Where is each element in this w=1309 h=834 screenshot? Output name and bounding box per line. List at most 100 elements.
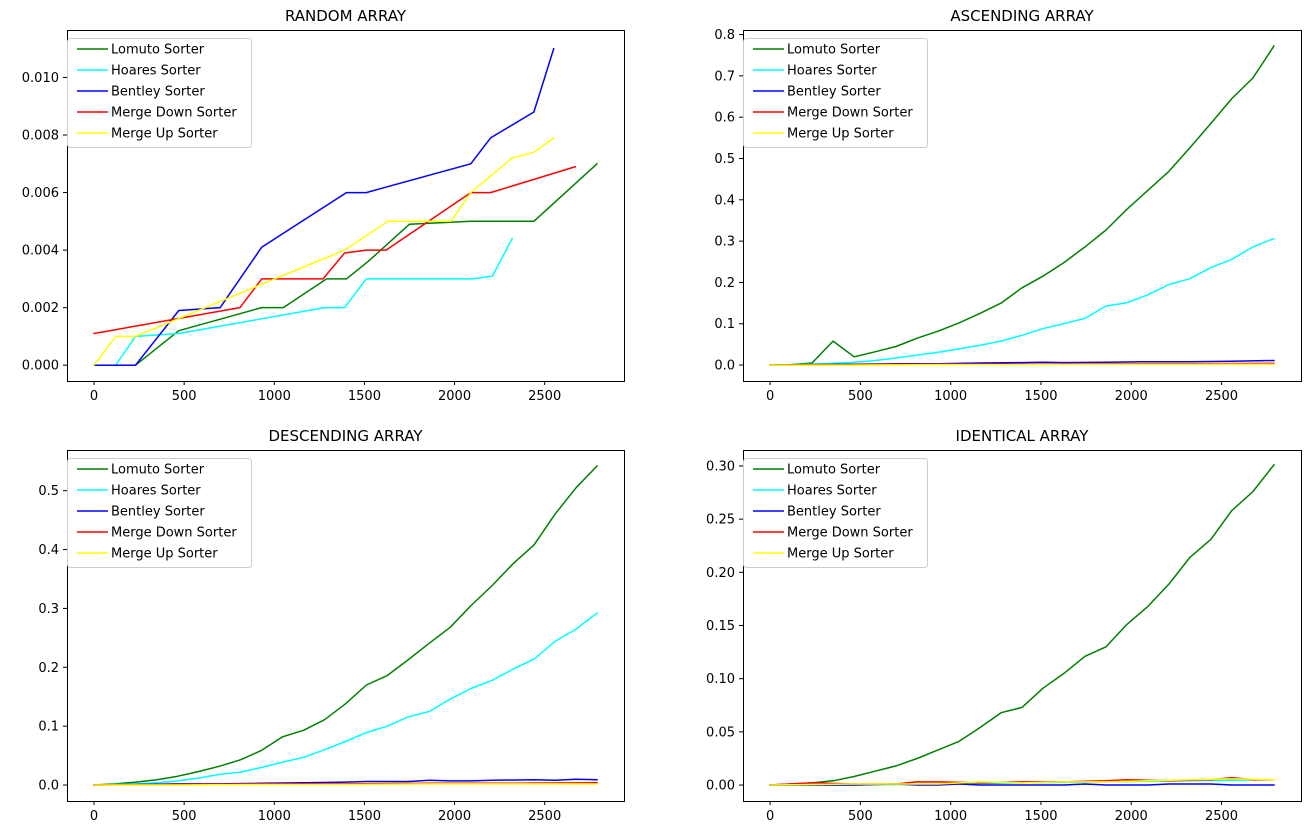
y-tick-label: 0.4	[38, 543, 59, 558]
x-tick-label: 1500	[1024, 389, 1057, 404]
legend-label-merge-down-sorter: Merge Down Sorter	[111, 106, 237, 121]
legend-box	[743, 458, 928, 568]
legend-box	[67, 458, 252, 568]
legend-label-merge-up-sorter: Merge Up Sorter	[111, 547, 218, 562]
x-tick-label: 500	[848, 809, 873, 824]
y-tick-label: 0.1	[714, 317, 735, 332]
axes-frame	[67, 30, 625, 382]
x-tick-label: 0	[766, 389, 774, 404]
y-tick-label: 0.30	[706, 459, 735, 474]
chart-title: ASCENDING ARRAY	[950, 7, 1094, 25]
chart-title: DESCENDING ARRAY	[268, 427, 423, 445]
x-tick-label: 500	[172, 809, 197, 824]
subplot-descending-array: DESCENDING ARRAY 0 500 1000 1500 2000 2500 0.0 0…	[38, 427, 625, 824]
series-line-lomuto-sorter	[93, 464, 599, 786]
series-line-lomuto-sorter	[93, 162, 599, 366]
subplot-identical-array: IDENTICAL ARRAY 0 500 1000 1500 2000 2500 0.00 0…	[706, 427, 1302, 824]
x-tick-label: 0	[90, 389, 98, 404]
x-tick-label: 1000	[258, 389, 291, 404]
legend: Lomuto Sorter Hoares Sorter Bentley Sorter…	[67, 458, 252, 568]
legend-label-merge-down-sorter: Merge Down Sorter	[111, 526, 237, 541]
y-tick-label: 0.0	[714, 359, 735, 374]
legend: Lomuto Sorter Hoares Sorter Bentley Sorter…	[67, 38, 252, 148]
subplot-random-array: RANDOM ARRAY 0 500 1000 1500 2000 2500 0.000 0.0…	[22, 7, 625, 404]
y-tick-label: 0.2	[714, 276, 735, 291]
y-tick-label: 0.5	[714, 152, 735, 167]
y-tick-label: 0.8	[714, 28, 735, 43]
y-tick-label: 0.05	[706, 725, 735, 740]
legend-label-merge-up-sorter: Merge Up Sorter	[111, 127, 218, 142]
series-lines	[769, 463, 1275, 786]
legend-label-bentley-sorter: Bentley Sorter	[111, 85, 205, 100]
y-tick-label: 0.20	[706, 566, 735, 581]
legend-label-lomuto-sorter: Lomuto Sorter	[111, 43, 205, 58]
y-tick-label: 0.6	[714, 111, 735, 126]
legend-box	[743, 38, 928, 148]
x-tick-label: 1000	[934, 809, 967, 824]
x-tick-label: 2500	[528, 389, 561, 404]
chart-title: IDENTICAL ARRAY	[956, 427, 1090, 445]
legend-label-hoares-sorter: Hoares Sorter	[111, 484, 201, 499]
legend: Lomuto Sorter Hoares Sorter Bentley Sorter…	[743, 458, 928, 568]
y-tick-label: 0.002	[22, 301, 59, 316]
x-tick-label: 1000	[934, 389, 967, 404]
y-tick-label: 0.3	[38, 602, 59, 617]
y-tick-label: 0.000	[22, 359, 59, 374]
y-tick-label: 0.7	[714, 69, 735, 84]
series-line-hoares-sorter	[93, 237, 514, 366]
y-tick-label: 0.004	[22, 244, 59, 259]
x-tick-label: 2500	[1205, 809, 1238, 824]
series-line-merge-up-sorter	[92, 136, 555, 367]
y-tick-label: 0.25	[706, 513, 735, 528]
legend-label-hoares-sorter: Hoares Sorter	[111, 64, 201, 79]
series-lines	[92, 47, 599, 367]
legend-label-lomuto-sorter: Lomuto Sorter	[111, 463, 205, 478]
x-tick-label: 2000	[1115, 809, 1148, 824]
axes-frame	[67, 450, 625, 802]
y-tick-label: 0.008	[22, 129, 59, 144]
subplot-ascending-array: ASCENDING ARRAY 0 500 1000 1500 2000 2500 0.0 0.…	[714, 7, 1302, 404]
axes-frame	[743, 30, 1302, 382]
series-line-merge-up-sorter	[93, 783, 598, 786]
x-tick-label: 1500	[348, 389, 381, 404]
x-tick-label: 1500	[348, 809, 381, 824]
legend-label-lomuto-sorter: Lomuto Sorter	[787, 463, 881, 478]
x-tick-label: 0	[766, 809, 774, 824]
series-line-hoares-sorter	[769, 237, 1275, 366]
series-line-lomuto-sorter	[769, 45, 1275, 366]
x-tick-label: 500	[848, 389, 873, 404]
y-tick-label: 0.00	[706, 779, 735, 794]
legend-label-lomuto-sorter: Lomuto Sorter	[787, 43, 881, 58]
series-line-hoares-sorter	[93, 612, 599, 786]
chart-title: RANDOM ARRAY	[285, 7, 407, 25]
legend: Lomuto Sorter Hoares Sorter Bentley Sorter…	[743, 38, 928, 148]
series-line-merge-up-sorter	[769, 363, 1275, 366]
series-line-lomuto-sorter	[769, 463, 1275, 786]
legend-label-merge-down-sorter: Merge Down Sorter	[787, 106, 913, 121]
y-tick-label: 0.0	[38, 779, 59, 794]
y-tick-label: 0.4	[714, 193, 735, 208]
y-tick-label: 0.10	[706, 672, 735, 687]
legend-label-hoares-sorter: Hoares Sorter	[787, 64, 877, 79]
x-tick-label: 2000	[1115, 389, 1148, 404]
y-tick-label: 0.010	[22, 71, 59, 86]
legend-label-merge-up-sorter: Merge Up Sorter	[787, 547, 894, 562]
legend-box	[67, 38, 252, 148]
x-tick-label: 1000	[258, 809, 291, 824]
legend-label-merge-down-sorter: Merge Down Sorter	[787, 526, 913, 541]
legend-label-hoares-sorter: Hoares Sorter	[787, 484, 877, 499]
legend-label-bentley-sorter: Bentley Sorter	[787, 505, 881, 520]
y-tick-label: 0.3	[714, 235, 735, 250]
x-tick-label: 1500	[1024, 809, 1057, 824]
y-tick-label: 0.1	[38, 720, 59, 735]
y-tick-label: 0.006	[22, 186, 59, 201]
legend-label-bentley-sorter: Bentley Sorter	[787, 85, 881, 100]
series-line-bentley-sorter	[93, 47, 555, 366]
x-tick-label: 2500	[528, 809, 561, 824]
series-lines	[93, 464, 599, 786]
series-lines	[769, 45, 1275, 366]
legend-label-bentley-sorter: Bentley Sorter	[111, 505, 205, 520]
y-tick-label: 0.2	[38, 661, 59, 676]
series-line-merge-down-sorter	[93, 165, 577, 335]
